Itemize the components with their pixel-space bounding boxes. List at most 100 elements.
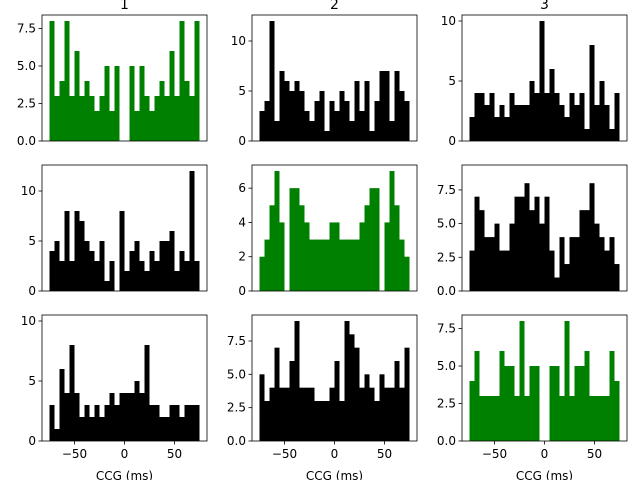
bar	[154, 261, 160, 291]
bar	[49, 21, 55, 141]
bar	[154, 96, 160, 141]
bar	[49, 405, 55, 441]
bar	[264, 101, 270, 141]
x-tick-label: −50	[482, 447, 507, 461]
bar	[69, 345, 75, 441]
bar	[369, 188, 375, 291]
bar	[144, 271, 150, 291]
bar	[494, 223, 500, 291]
bar	[584, 129, 590, 141]
bar	[54, 241, 60, 291]
x-tick-label: 50	[377, 447, 392, 461]
bar	[289, 188, 295, 291]
x-tick-label: 50	[587, 447, 602, 461]
bar	[544, 196, 550, 291]
bar	[314, 239, 320, 291]
bar	[549, 250, 555, 291]
bar	[274, 171, 280, 291]
y-tick-label: 6	[238, 181, 246, 195]
bar	[74, 211, 80, 291]
bar	[74, 393, 80, 441]
bar	[259, 256, 265, 291]
bar	[514, 196, 520, 291]
bar	[384, 71, 390, 141]
bar	[494, 117, 500, 141]
y-tick-label: 4	[238, 215, 246, 229]
bar	[359, 387, 365, 441]
bar	[614, 93, 620, 141]
bar	[179, 21, 185, 141]
bar	[299, 205, 305, 291]
bar	[349, 334, 355, 441]
bar	[269, 205, 275, 291]
bar	[474, 196, 480, 291]
y-tick-label: 5.0	[437, 359, 456, 373]
bar	[509, 223, 515, 291]
axes-frame	[251, 14, 418, 142]
bar	[394, 71, 400, 141]
x-tick-label: −50	[62, 447, 87, 461]
bar	[609, 351, 615, 441]
x-tick-label: −50	[272, 447, 297, 461]
bar	[349, 239, 355, 291]
y-tick-label: 10	[441, 14, 456, 28]
bar	[354, 81, 360, 141]
bar	[539, 223, 545, 291]
bar	[404, 256, 410, 291]
x-tick-label: 0	[331, 447, 339, 461]
bar	[129, 251, 135, 291]
bar	[609, 237, 615, 291]
bar	[594, 105, 600, 141]
bar	[559, 105, 565, 141]
bar	[389, 387, 395, 441]
bar	[59, 369, 65, 441]
bar	[534, 93, 540, 141]
y-tick-label: 0	[238, 134, 246, 148]
bar	[299, 387, 305, 441]
bar	[89, 96, 95, 141]
bar	[399, 91, 405, 141]
bar	[304, 387, 310, 441]
bar	[144, 345, 150, 441]
bar	[179, 251, 185, 291]
bar	[364, 81, 370, 141]
bar	[169, 405, 175, 441]
bar	[189, 96, 195, 141]
bar	[599, 81, 605, 141]
bar	[559, 396, 565, 441]
axes-frame	[41, 164, 208, 292]
bar	[309, 121, 315, 141]
bar	[159, 417, 165, 441]
bar	[389, 171, 395, 291]
bar	[264, 401, 270, 441]
bar	[289, 361, 295, 441]
bar	[569, 93, 575, 141]
bar	[609, 129, 615, 141]
bar	[344, 101, 350, 141]
bar	[124, 393, 130, 441]
bar	[354, 239, 360, 291]
bar	[499, 351, 505, 441]
bar	[99, 417, 105, 441]
axes-frame	[461, 14, 628, 142]
bar	[124, 271, 130, 291]
bar	[159, 241, 165, 291]
bar	[324, 239, 330, 291]
y-tick-label: 10	[231, 34, 246, 48]
bar	[379, 71, 385, 141]
y-tick-label: 10	[21, 314, 36, 328]
bar	[324, 131, 330, 141]
bar	[89, 251, 95, 291]
bar	[524, 396, 530, 441]
bar	[304, 111, 310, 141]
bar	[64, 393, 70, 441]
y-tick-label: 5.0	[17, 59, 36, 73]
bar	[544, 93, 550, 141]
bar	[484, 237, 490, 291]
x-tick-label: 0	[541, 447, 549, 461]
bar	[64, 211, 70, 291]
subplot-title: 2	[330, 0, 339, 13]
bar	[149, 111, 155, 141]
bar	[554, 93, 560, 141]
bar	[614, 264, 620, 291]
